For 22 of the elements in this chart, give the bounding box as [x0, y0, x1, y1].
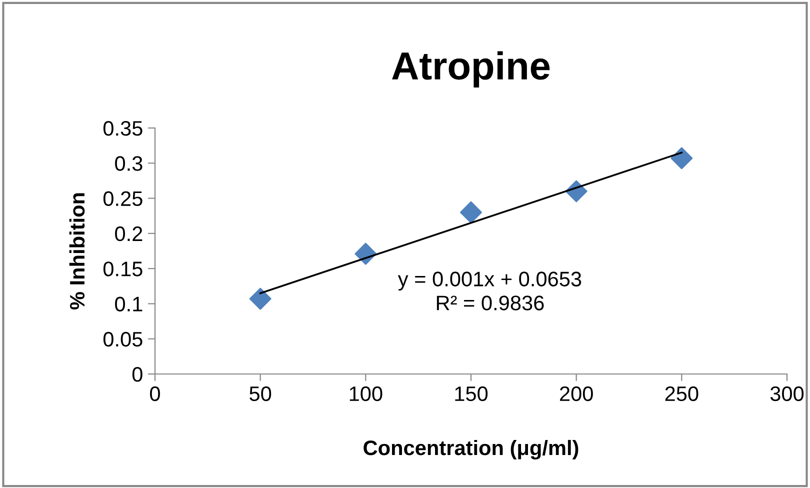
- y-tick-label: 0.1: [115, 296, 142, 312]
- y-axis-title: % Inhibition: [69, 193, 85, 310]
- x-tick-label: 0: [150, 386, 160, 402]
- y-tick-label: 0.25: [103, 191, 142, 206]
- x-tick-label: 250: [665, 386, 698, 402]
- point: [670, 147, 693, 170]
- y-tick-label: 0.2: [115, 226, 142, 242]
- x-tick-label: 150: [455, 386, 488, 402]
- y-tick-label: 0: [132, 367, 142, 382]
- point: [249, 288, 272, 310]
- y-tick-label: 0.05: [103, 332, 142, 347]
- x-tick-label: 100: [350, 386, 382, 402]
- y-tick-label: 0.15: [103, 262, 142, 276]
- x-tick-label: 200: [560, 386, 593, 402]
- x-tick-label: 50: [250, 386, 272, 402]
- x-tick-label: 300: [770, 386, 804, 402]
- annotation: y = 0.001x + 0.0653 R² = 0.9836: [398, 272, 582, 310]
- y-tick-label: 0.3: [115, 156, 142, 171]
- point: [460, 201, 482, 224]
- y-tick-label: 0.35: [103, 121, 142, 136]
- x-axis-title: Concentration (μg/ml): [364, 440, 578, 460]
- chart-title: Atropine: [392, 51, 550, 88]
